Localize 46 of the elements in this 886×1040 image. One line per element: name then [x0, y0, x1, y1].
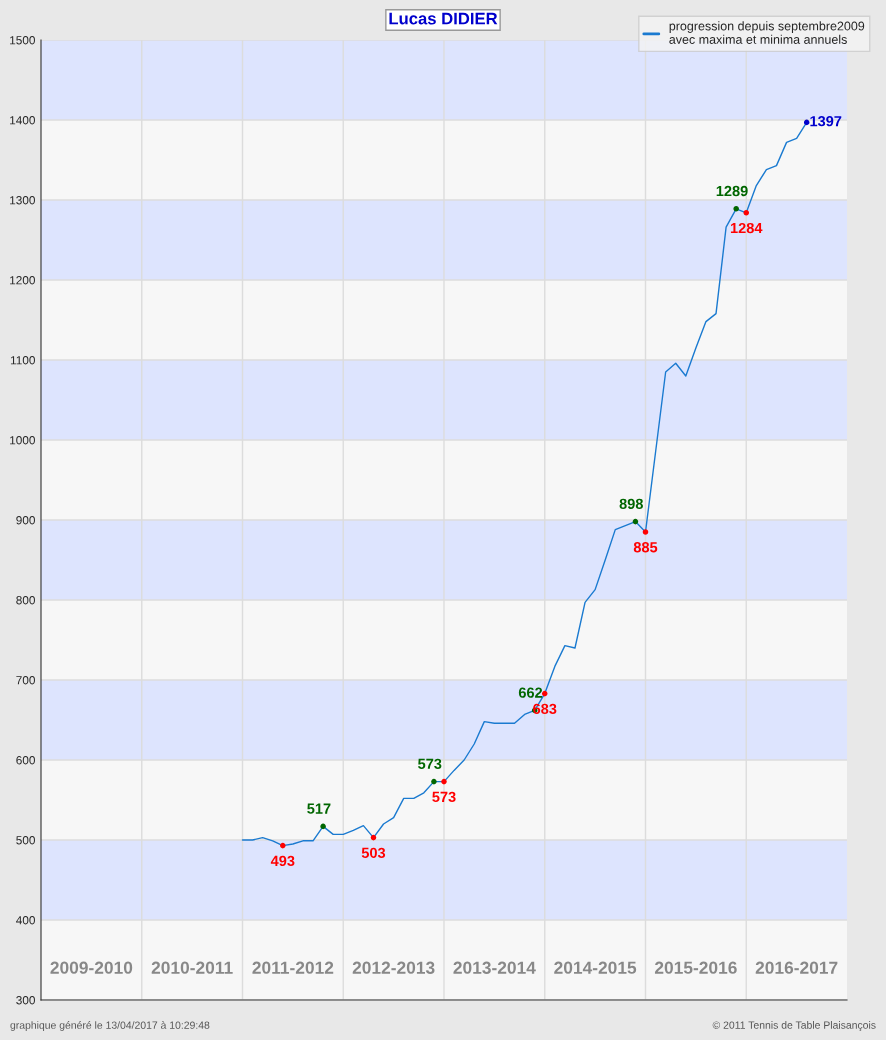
x-tick-label: 2014-2015: [554, 961, 637, 974]
y-tick-label: 300: [16, 996, 35, 1005]
data-label: 493: [270, 855, 295, 867]
data-label: 898: [619, 498, 643, 509]
point: [280, 842, 286, 849]
point: [733, 206, 739, 212]
data-label: 1284: [730, 222, 763, 234]
y-tick-label: 1400: [10, 116, 35, 125]
y-tick-label: 1500: [10, 36, 35, 45]
data-label: 662: [518, 687, 543, 698]
point: [320, 823, 326, 830]
point: [803, 119, 810, 126]
y-tick-label: 1100: [10, 356, 35, 365]
x-tick-label: 2011-2012: [252, 961, 334, 974]
y-tick-label: 1000: [10, 436, 35, 445]
legend-label: progression depuis septembre2009 avec maxima et minima annuels: [669, 21, 865, 44]
x-tick-label: 2010-2011: [151, 961, 233, 974]
data-label: 573: [432, 791, 456, 803]
y-tick-label: 1300: [10, 196, 35, 205]
point: [743, 210, 750, 216]
data-label: 885: [633, 542, 658, 553]
text: graphique généré le 13/04/2017 à 10:29:48: [10, 1021, 210, 1031]
chart-title: Lucas DIDIER: [389, 12, 498, 25]
point: [441, 778, 447, 785]
x-tick-label: 2013-2014: [453, 961, 536, 974]
point: [370, 834, 377, 841]
point: [632, 518, 639, 525]
x-tick-label: 2009-2010: [50, 961, 133, 974]
point: [431, 778, 437, 785]
y-tick-label: 1200: [10, 276, 35, 285]
x-tick-label: 2016-2017: [755, 961, 838, 974]
y-tick-label: 900: [16, 516, 35, 525]
y-tick-label: 800: [16, 596, 35, 605]
y-tick-label: 400: [16, 916, 35, 925]
data-label: 573: [418, 758, 442, 770]
data-label: 517: [307, 803, 331, 814]
point: [642, 529, 649, 535]
data-label: 1289: [716, 185, 748, 197]
y-tick-label: 700: [16, 676, 35, 685]
y-tick-label: 600: [16, 756, 35, 765]
data-label: 1397: [810, 115, 842, 127]
x-tick-label: 2012-2013: [352, 961, 435, 974]
text: © 2011 Tennis de Table Plaisançois: [712, 1021, 876, 1031]
y-tick-label: 500: [16, 836, 35, 845]
x-tick-label: 2015-2016: [654, 961, 737, 974]
data-label: 503: [361, 847, 386, 859]
